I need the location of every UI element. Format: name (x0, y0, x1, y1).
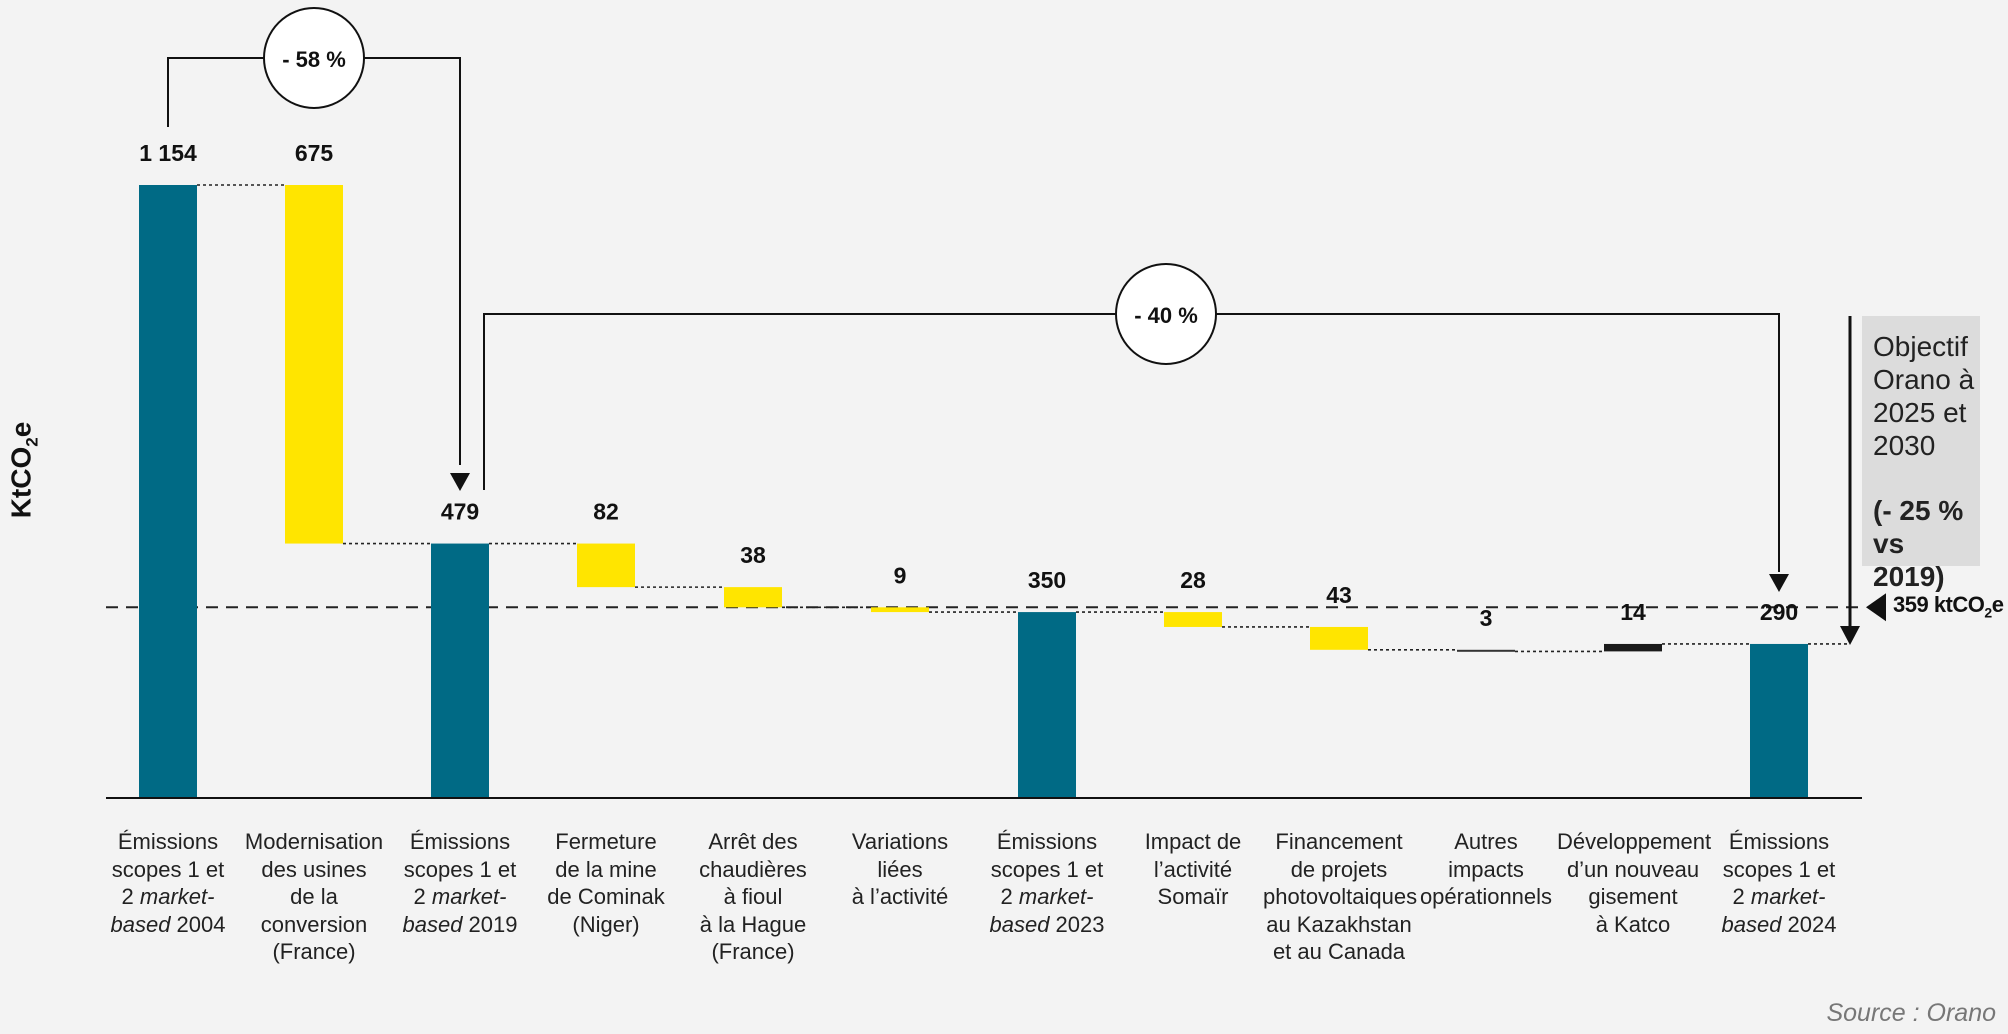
y-axis-label: KtCO2e (5, 421, 42, 519)
data-label: 3 (1480, 605, 1493, 631)
bar (1604, 643, 1662, 652)
category-label: Modernisation des usines de la conversio… (244, 829, 384, 964)
category-label: Variations liées à l’activité (851, 829, 949, 909)
data-label: 14 (1620, 599, 1646, 625)
bar (724, 587, 782, 608)
category-label: Émissions scopes 1 et 2 market-based 202… (989, 829, 1105, 937)
data-label: 9 (894, 562, 907, 588)
arrow-down-icon (1840, 626, 1860, 645)
bar (1457, 649, 1515, 652)
annotation-label: - 40 % (1134, 303, 1198, 328)
category-label: Fermeture de la mine de Cominak (Niger) (547, 829, 665, 937)
target-reduction-text: (- 25 % vs 2019) (1873, 495, 1964, 592)
annotation-label: - 58 % (282, 47, 346, 72)
bracket-line (483, 313, 1780, 572)
bar (1750, 643, 1808, 798)
data-label: 82 (593, 499, 619, 525)
bar (1164, 612, 1222, 627)
category-label: Financement de projets photovoltaiques a… (1263, 829, 1418, 964)
annotation-circle (1115, 263, 1217, 365)
target-text: Objectif Orano à 2025 et 2030 (1873, 331, 1975, 461)
source-note: Source : Orano (1826, 999, 1996, 1027)
data-label: 350 (1028, 567, 1066, 593)
annotation-circle (263, 7, 365, 109)
category-label: Développement d’un nouveau gisement à Ka… (1557, 829, 1712, 937)
data-label: 28 (1180, 567, 1206, 593)
reference-pointer-icon (1866, 593, 1886, 622)
category-label: Autres impacts opérationnels (1419, 829, 1553, 909)
data-label: 479 (441, 499, 479, 525)
bar (577, 543, 635, 588)
target-box (1862, 316, 1980, 566)
data-label: 1 154 (139, 140, 197, 166)
reference-line-label: 359 ktCO2e (1893, 592, 2004, 621)
category-label: Émissions scopes 1 et 2 market-based 201… (402, 829, 518, 937)
bar (1018, 612, 1076, 798)
arrow-down-icon (1769, 574, 1789, 592)
category-label: Impact de l’activité Somaïr (1144, 829, 1242, 909)
category-label: Émissions scopes 1 et 2 market-based 200… (110, 829, 226, 937)
bar (139, 185, 197, 798)
bar (285, 185, 343, 544)
category-label: Arrêt des chaudières à fioul à la Hague … (699, 829, 807, 964)
arrow-down-icon (450, 473, 470, 491)
bar (871, 607, 929, 613)
category-label: Émissions scopes 1 et 2 market-based 202… (1721, 829, 1837, 937)
data-label: 43 (1326, 582, 1352, 608)
bar (431, 543, 489, 798)
bar (1310, 626, 1368, 650)
data-label: 675 (295, 140, 334, 166)
data-label: 290 (1760, 599, 1798, 625)
data-label: 38 (740, 542, 766, 568)
